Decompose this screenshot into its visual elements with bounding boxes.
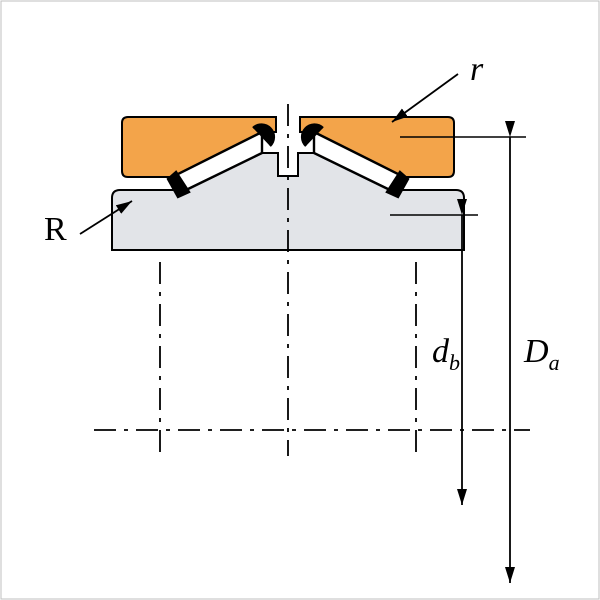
label-db: db: [432, 333, 460, 375]
label-Da: Da: [523, 333, 560, 375]
bearing-cross-section-diagram: R r db Da: [0, 0, 600, 600]
leader-r: [392, 74, 458, 122]
label-R: R: [44, 211, 67, 248]
label-r: r: [470, 51, 484, 88]
